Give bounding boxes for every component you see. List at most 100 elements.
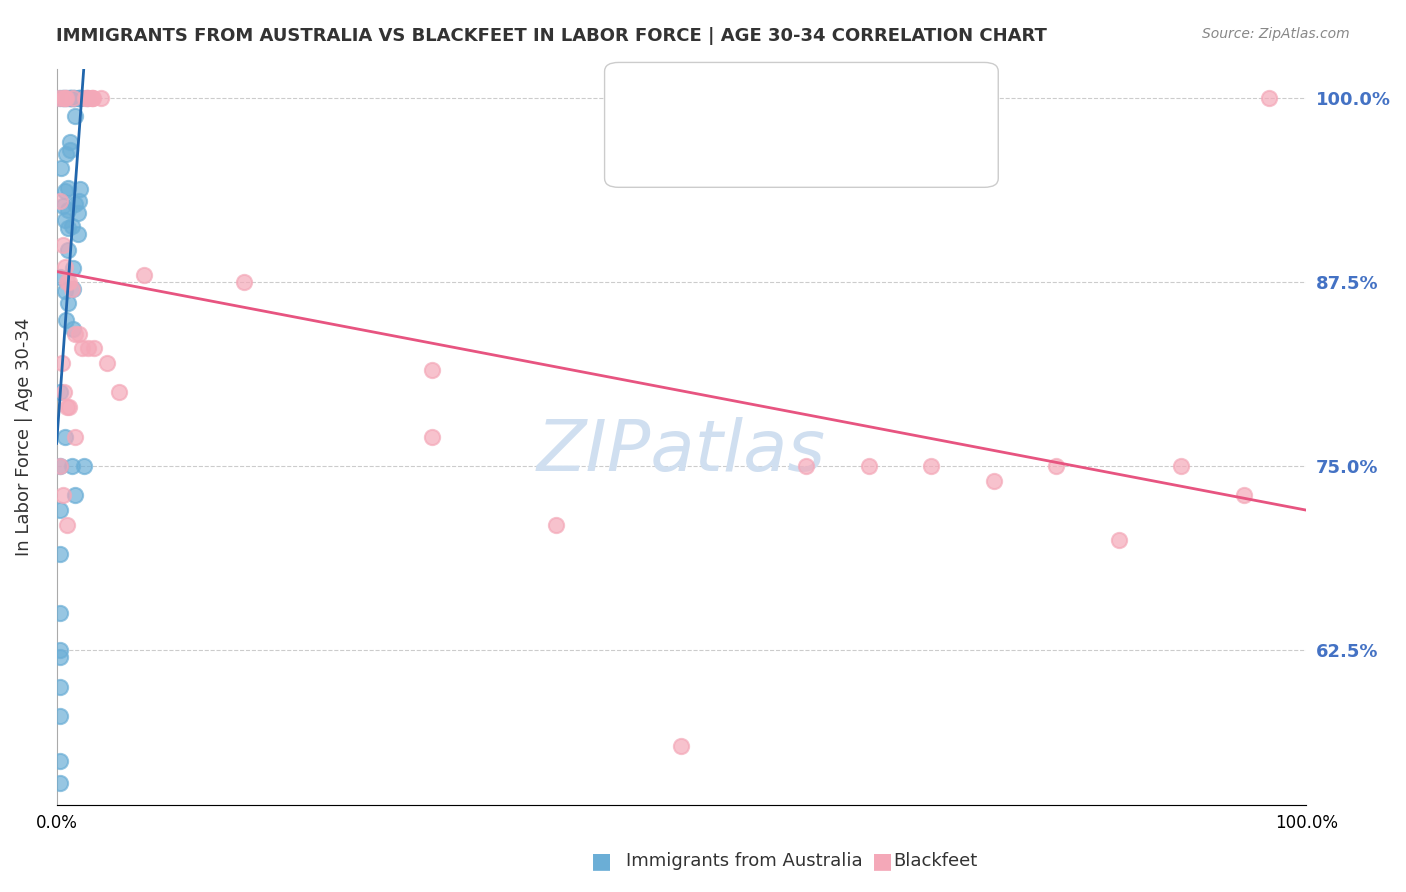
Point [80, 91, 103, 105]
Point [73, 91, 96, 105]
Point [108, 385, 131, 400]
Point [1108, 533, 1130, 547]
Point [49, 503, 72, 517]
Point [49, 548, 72, 562]
Point [65, 429, 87, 443]
Point [55, 146, 77, 161]
Point [77, 91, 100, 105]
Point [49, 269, 72, 284]
Point [1257, 91, 1279, 105]
Text: Immigrants from Australia: Immigrants from Australia [626, 852, 862, 870]
Point [56, 221, 79, 235]
Point [69, 91, 91, 105]
Point [60, 91, 83, 105]
Point [82, 91, 104, 105]
Point [67, 91, 90, 105]
Point [55, 275, 77, 289]
Point [59, 91, 82, 105]
Point [49, 650, 72, 665]
Text: R = -0.098   N = 49: R = -0.098 N = 49 [668, 129, 875, 147]
Point [56, 203, 79, 218]
Point [70, 341, 93, 355]
Text: R =  0.284   N = 60: R = 0.284 N = 60 [668, 89, 875, 107]
Point [83, 341, 105, 355]
Point [60, 91, 83, 105]
Point [62, 282, 84, 296]
Point [49, 709, 72, 723]
Point [80, 91, 103, 105]
Point [59, 143, 82, 157]
Point [52, 199, 75, 213]
Point [51, 91, 73, 105]
Point [63, 109, 86, 123]
Point [53, 184, 76, 198]
Point [52, 91, 75, 105]
Text: Blackfeet: Blackfeet [893, 852, 977, 870]
Point [48, 91, 70, 105]
Point [49, 385, 72, 400]
Point [66, 227, 89, 242]
Point [546, 517, 568, 532]
Point [53, 212, 76, 227]
Point [58, 400, 80, 414]
Point [76, 341, 98, 355]
Point [53, 260, 76, 275]
Point [55, 284, 77, 298]
Point [58, 135, 80, 149]
Text: ■: ■ [640, 128, 658, 148]
Point [132, 268, 155, 282]
Point [53, 429, 76, 443]
Point [56, 91, 79, 105]
Point [55, 517, 77, 532]
Point [49, 643, 72, 657]
Point [60, 282, 83, 296]
Point [49, 194, 72, 208]
Point [53, 91, 76, 105]
Point [55, 91, 77, 105]
Point [58, 275, 80, 289]
Point [73, 458, 96, 473]
Point [55, 400, 77, 414]
Point [60, 458, 83, 473]
Point [63, 91, 86, 105]
Point [56, 180, 79, 194]
Point [983, 474, 1005, 488]
Point [60, 219, 83, 233]
Point [55, 313, 77, 327]
Point [53, 91, 76, 105]
Y-axis label: In Labor Force | Age 30-34: In Labor Force | Age 30-34 [15, 318, 32, 556]
Point [49, 775, 72, 789]
Point [65, 326, 87, 341]
Point [56, 295, 79, 310]
Point [920, 458, 942, 473]
Point [858, 458, 880, 473]
Point [69, 91, 91, 105]
Point [62, 321, 84, 335]
Point [76, 91, 98, 105]
Point [53, 385, 76, 400]
Point [62, 260, 84, 275]
Text: ZIPatlas: ZIPatlas [537, 417, 825, 486]
Point [233, 275, 256, 289]
Point [69, 91, 91, 105]
Point [49, 458, 72, 473]
Text: ■: ■ [591, 851, 612, 871]
Point [62, 91, 84, 105]
Point [62, 91, 84, 105]
Point [76, 91, 98, 105]
Point [90, 91, 112, 105]
Point [67, 206, 90, 220]
Point [48, 91, 70, 105]
Point [62, 91, 84, 105]
Point [49, 754, 72, 768]
Point [52, 91, 75, 105]
Point [49, 607, 72, 621]
Point [56, 243, 79, 257]
Point [59, 91, 82, 105]
Point [67, 91, 90, 105]
Text: ■: ■ [640, 88, 658, 108]
Point [796, 458, 818, 473]
Point [55, 91, 77, 105]
Point [671, 739, 693, 753]
Point [65, 488, 87, 502]
